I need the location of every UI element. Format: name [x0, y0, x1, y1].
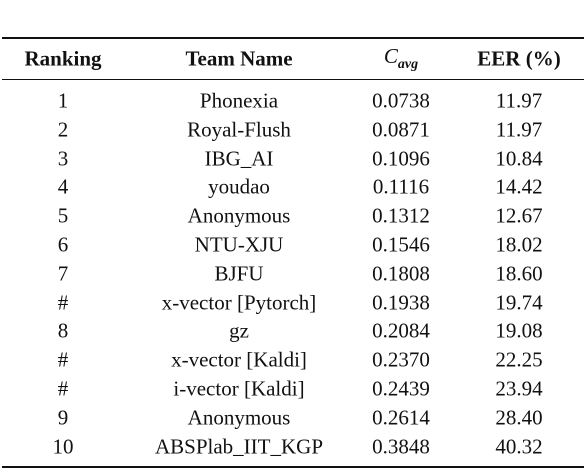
- header-subscript: avg: [397, 57, 419, 72]
- table-cell: #: [57, 290, 69, 315]
- table-cell: 0.2614: [372, 405, 430, 430]
- table-cell: #: [57, 347, 69, 372]
- header-rule: [2, 79, 584, 80]
- table-cell: 0.1808: [372, 261, 430, 286]
- table-cell: Anonymous: [187, 203, 291, 228]
- table-cell: 0.0738: [372, 88, 430, 113]
- table-cell: 19.74: [495, 290, 543, 315]
- header-cell: Cavg: [384, 46, 418, 72]
- top-rule: [2, 37, 584, 39]
- table-cell: 1: [57, 88, 69, 113]
- table-cell: 6: [57, 232, 69, 257]
- table-cell: 14.42: [495, 174, 543, 199]
- table-cell: 0.0871: [372, 117, 430, 142]
- table-cell: 0.2370: [372, 347, 430, 372]
- header-cell: Ranking: [24, 46, 102, 71]
- table-cell: 2: [57, 117, 69, 142]
- table-cell: 0.1546: [372, 232, 430, 257]
- table-cell: 19.08: [495, 318, 543, 343]
- table-cell: 18.02: [495, 232, 543, 257]
- table-cell: 9: [57, 405, 69, 430]
- table-cell: 0.2439: [372, 376, 430, 401]
- table-cell: 18.60: [495, 261, 543, 286]
- table-cell: Phonexia: [199, 88, 279, 113]
- table-cell: 7: [57, 261, 69, 286]
- table-cell: x-vector [Pytorch]: [161, 290, 317, 315]
- table-cell: youdao: [208, 174, 270, 199]
- table-cell: Royal-Flush: [187, 117, 291, 142]
- table-cell: 3: [57, 146, 69, 171]
- table-cell: gz: [229, 318, 249, 343]
- table-cell: 11.97: [495, 117, 543, 142]
- bottom-rule: [2, 466, 584, 468]
- table-cell: 0.1312: [372, 203, 430, 228]
- table-cell: 4: [57, 174, 69, 199]
- header-cell: EER (%): [477, 46, 561, 71]
- table-cell: 40.32: [495, 434, 543, 459]
- table-cell: i-vector [Kaldi]: [173, 376, 305, 401]
- table-cell: #: [57, 376, 69, 401]
- header-cell: Team Name: [185, 46, 293, 71]
- table-cell: 23.94: [495, 376, 543, 401]
- table-cell: 0.3848: [372, 434, 430, 459]
- header-symbol: C: [383, 44, 398, 68]
- table-cell: 0.1938: [372, 290, 430, 315]
- table-cell: IBG_AI: [204, 146, 274, 171]
- table-cell: 8: [57, 318, 69, 343]
- table-cell: 0.1096: [372, 146, 430, 171]
- table-cell: 10.84: [495, 146, 543, 171]
- table-cell: 10: [52, 434, 74, 459]
- table-cell: 22.25: [495, 347, 543, 372]
- table-cell: 12.67: [495, 203, 543, 228]
- table-cell: NTU-XJU: [194, 232, 284, 257]
- table-cell: 0.2084: [372, 318, 430, 343]
- table-cell: x-vector [Kaldi]: [171, 347, 307, 372]
- table-cell: BJFU: [214, 261, 264, 286]
- table-cell: 28.40: [495, 405, 543, 430]
- table-cell: ABSPlab_IIT_KGP: [154, 434, 324, 459]
- table-cell: 0.1116: [372, 174, 430, 199]
- table-cell: Anonymous: [187, 405, 291, 430]
- table-cell: 11.97: [495, 88, 543, 113]
- table-cell: 5: [57, 203, 69, 228]
